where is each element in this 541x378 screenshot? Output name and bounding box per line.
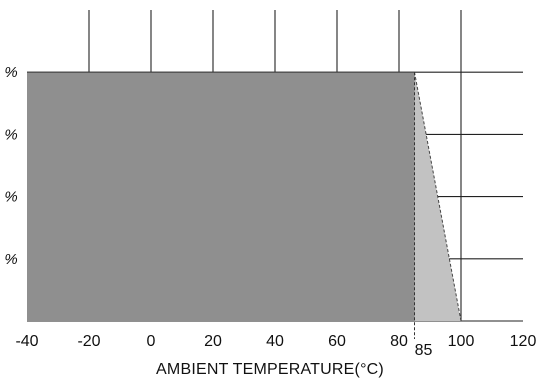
annotation-label: 85 bbox=[415, 342, 433, 359]
area-layer bbox=[27, 71, 462, 339]
label-layer: 85 -40 -20 0 20 40 60 80 100 120%%%% bbox=[4, 64, 536, 359]
x-tick-label: 0 bbox=[147, 333, 156, 350]
y-tick-label: % bbox=[4, 126, 17, 143]
y-tick-label: % bbox=[4, 251, 17, 268]
y-tick-label: % bbox=[4, 189, 17, 206]
area-region-1 bbox=[27, 72, 415, 321]
x-tick-label: 100 bbox=[448, 333, 475, 350]
x-tick-label: -40 bbox=[15, 333, 38, 350]
x-tick-label: 20 bbox=[204, 333, 222, 350]
x-tick-label: 80 bbox=[390, 333, 408, 350]
x-tick-label: 40 bbox=[266, 333, 284, 350]
x-tick-label: 120 bbox=[510, 333, 537, 350]
y-tick-label: % bbox=[4, 64, 17, 81]
x-tick-label: 60 bbox=[328, 333, 346, 350]
curve-slope-segment bbox=[414, 72, 462, 322]
x-axis-title: AMBIENT TEMPERATURE(°C) bbox=[156, 361, 384, 378]
x-tick-label: -20 bbox=[77, 333, 100, 350]
